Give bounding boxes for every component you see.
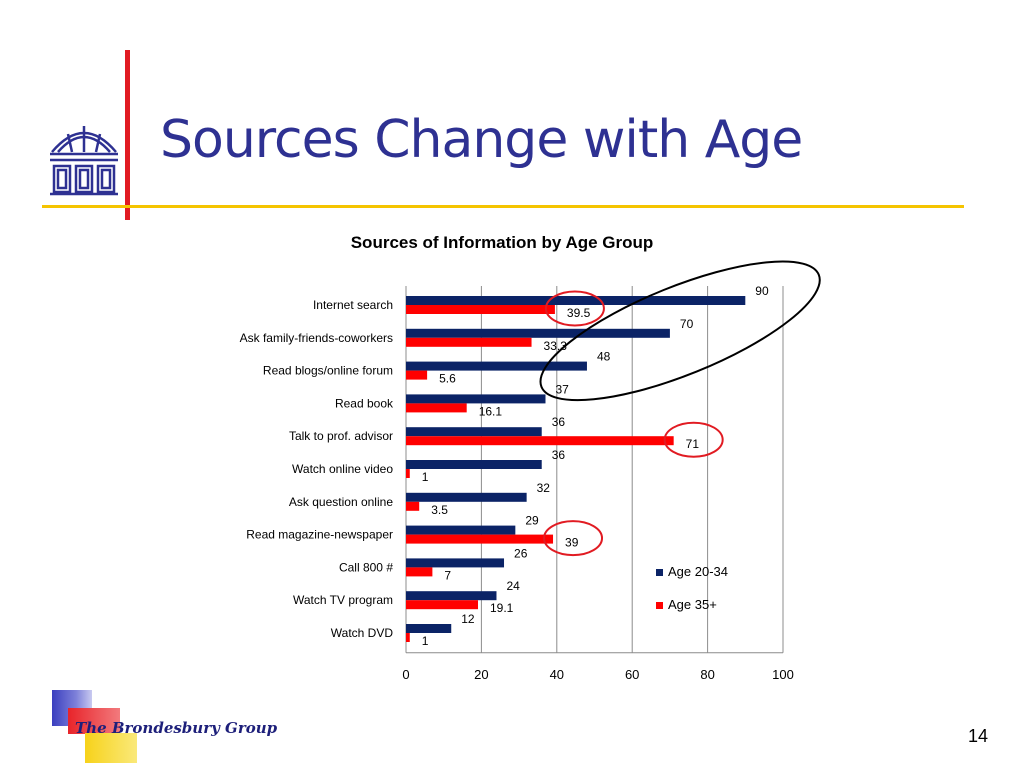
bar-age-35-plus xyxy=(406,600,479,610)
data-label: 70 xyxy=(680,317,694,331)
category-label: Read magazine-newspaper xyxy=(246,528,393,542)
highlight-circle xyxy=(663,421,724,458)
x-tick-label: 20 xyxy=(474,667,488,682)
page-number: 14 xyxy=(967,726,988,746)
category-label: Read book xyxy=(335,396,394,410)
bar-age-35-plus xyxy=(406,469,410,478)
data-label: 39 xyxy=(565,536,579,550)
data-label: 32 xyxy=(537,481,551,495)
brand-name: The Brondesbury Group xyxy=(75,719,278,737)
data-label: 36 xyxy=(552,415,566,429)
data-label: 33.3 xyxy=(544,339,568,353)
bar-age-35-plus xyxy=(406,501,420,511)
data-label: 16.1 xyxy=(479,404,503,418)
bar-age-35-plus xyxy=(406,534,554,544)
category-label: Internet search xyxy=(313,298,393,312)
category-label: Read blogs/online forum xyxy=(263,364,393,378)
chart-title: Sources of Information by Age Group xyxy=(350,233,654,252)
data-label: 37 xyxy=(555,382,569,396)
category-label: Ask question online xyxy=(289,495,393,509)
accent-vertical-bar xyxy=(125,50,130,220)
category-label: Call 800 # xyxy=(339,560,393,574)
x-tick-label: 100 xyxy=(772,667,794,682)
highlight-ellipse xyxy=(539,260,821,402)
data-label: 29 xyxy=(525,514,539,528)
bar-age-35-plus xyxy=(406,567,433,577)
data-label: 5.6 xyxy=(439,372,456,386)
data-label: 1 xyxy=(422,634,429,648)
legend-swatch-age-20-34 xyxy=(656,569,663,576)
title-underline xyxy=(42,205,964,208)
category-label: Ask family-friends-coworkers xyxy=(240,331,393,345)
bar-age-20-34 xyxy=(406,460,542,469)
highlight-circle xyxy=(543,520,604,557)
bar-age-35-plus xyxy=(406,337,532,347)
x-tick-label: 60 xyxy=(625,667,639,682)
bar-age-20-34 xyxy=(406,525,516,535)
bar-age-35-plus xyxy=(406,436,674,446)
data-label: 24 xyxy=(506,579,520,593)
data-label: 39.5 xyxy=(567,306,591,320)
bar-age-35-plus xyxy=(406,370,428,380)
data-label: 1 xyxy=(422,470,429,484)
bar-age-35-plus xyxy=(406,305,555,314)
building-icon xyxy=(46,112,122,200)
brand-square-yellow xyxy=(85,733,137,763)
bar-age-20-34 xyxy=(406,328,670,338)
legend-label: Age 20-34 xyxy=(668,564,728,579)
x-tick-label: 40 xyxy=(550,667,564,682)
data-label: 90 xyxy=(755,284,769,298)
data-label: 7 xyxy=(444,568,451,582)
x-tick-label: 0 xyxy=(402,667,409,682)
legend-label: Age 35+ xyxy=(668,597,717,612)
bar-age-20-34 xyxy=(406,624,452,633)
data-label: 12 xyxy=(461,612,475,626)
data-label: 71 xyxy=(686,437,700,451)
data-label: 36 xyxy=(552,448,566,462)
category-label: Watch DVD xyxy=(331,626,394,640)
bar-age-20-34 xyxy=(406,591,497,601)
data-label: 48 xyxy=(597,350,611,364)
data-label: 19.1 xyxy=(490,601,514,615)
bar-age-20-34 xyxy=(406,361,587,371)
brand-square-red xyxy=(68,708,120,734)
bar-age-20-34 xyxy=(406,427,542,437)
bar-age-20-34 xyxy=(406,492,527,502)
highlight-circle xyxy=(544,290,605,327)
bar-age-20-34 xyxy=(406,394,546,404)
category-label: Watch online video xyxy=(292,462,393,476)
bar-age-35-plus xyxy=(406,633,410,642)
legend-swatch-age-35-plus xyxy=(656,602,663,609)
bar-age-20-34 xyxy=(406,296,746,305)
data-label: 26 xyxy=(514,546,528,560)
x-tick-label: 80 xyxy=(700,667,714,682)
bar-age-20-34 xyxy=(406,558,505,568)
page-title: Sources Change with Age xyxy=(160,110,803,170)
category-label: Talk to prof. advisor xyxy=(289,429,393,443)
category-label: Watch TV program xyxy=(293,593,393,607)
data-label: 3.5 xyxy=(431,503,448,517)
bar-age-35-plus xyxy=(406,403,467,413)
